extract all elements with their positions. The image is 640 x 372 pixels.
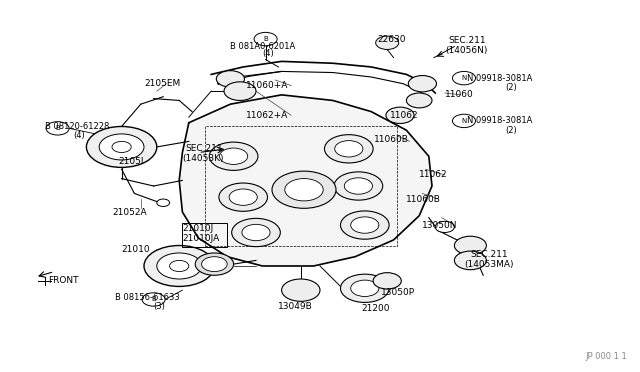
- Text: (2): (2): [506, 83, 517, 92]
- Text: B: B: [263, 36, 268, 42]
- Text: 2105I: 2105I: [118, 157, 144, 166]
- Text: 21010J: 21010J: [182, 224, 214, 233]
- Circle shape: [452, 71, 476, 85]
- Polygon shape: [179, 95, 432, 266]
- Circle shape: [224, 82, 256, 100]
- Circle shape: [142, 293, 165, 306]
- Text: 13050N: 13050N: [422, 221, 458, 230]
- Text: SEC.211: SEC.211: [186, 144, 223, 153]
- Circle shape: [46, 122, 69, 135]
- Circle shape: [229, 189, 257, 205]
- Text: B 081A0-6201A: B 081A0-6201A: [230, 42, 296, 51]
- Circle shape: [454, 251, 486, 270]
- Text: (14053K): (14053K): [182, 154, 224, 163]
- Text: FRONT: FRONT: [48, 276, 79, 285]
- Text: 22630: 22630: [378, 35, 406, 44]
- Circle shape: [220, 148, 248, 164]
- Text: (4): (4): [262, 49, 274, 58]
- Text: SEC.211: SEC.211: [448, 36, 486, 45]
- Text: 21200: 21200: [362, 304, 390, 313]
- Circle shape: [373, 273, 401, 289]
- Text: B: B: [151, 296, 156, 302]
- Circle shape: [282, 279, 320, 301]
- Circle shape: [340, 211, 389, 239]
- Text: N: N: [461, 118, 467, 124]
- Text: 11062+A: 11062+A: [246, 111, 289, 120]
- Text: 11060: 11060: [445, 90, 474, 99]
- Circle shape: [254, 32, 277, 46]
- Circle shape: [144, 246, 214, 286]
- Circle shape: [195, 253, 234, 275]
- Circle shape: [99, 134, 144, 160]
- Circle shape: [170, 260, 189, 272]
- Circle shape: [351, 280, 379, 296]
- Circle shape: [335, 141, 363, 157]
- Text: (2): (2): [506, 126, 517, 135]
- Text: 11060B: 11060B: [406, 195, 441, 203]
- Text: 2105EM: 2105EM: [144, 79, 180, 88]
- Circle shape: [334, 172, 383, 200]
- Text: N: N: [461, 75, 467, 81]
- Circle shape: [324, 135, 373, 163]
- Circle shape: [340, 274, 389, 302]
- Circle shape: [112, 141, 131, 153]
- Circle shape: [272, 171, 336, 208]
- Circle shape: [157, 199, 170, 206]
- Circle shape: [209, 142, 258, 170]
- Circle shape: [454, 236, 486, 255]
- Circle shape: [242, 224, 270, 241]
- Circle shape: [406, 93, 432, 108]
- Circle shape: [376, 36, 399, 49]
- Text: N 09918-3081A: N 09918-3081A: [467, 116, 532, 125]
- Circle shape: [344, 178, 372, 194]
- Circle shape: [157, 253, 202, 279]
- Circle shape: [202, 257, 227, 272]
- Text: (4): (4): [74, 131, 85, 140]
- Text: B 08120-61228: B 08120-61228: [45, 122, 109, 131]
- Text: 21052A: 21052A: [112, 208, 147, 217]
- Circle shape: [351, 217, 379, 233]
- Circle shape: [452, 114, 476, 128]
- Text: B: B: [55, 125, 60, 131]
- Circle shape: [232, 218, 280, 247]
- Text: 21010: 21010: [122, 245, 150, 254]
- Text: B 08156-61633: B 08156-61633: [115, 293, 180, 302]
- Text: 21010JA: 21010JA: [182, 234, 220, 243]
- Text: (14056N): (14056N): [445, 46, 487, 55]
- Circle shape: [408, 76, 436, 92]
- Circle shape: [86, 126, 157, 167]
- Circle shape: [435, 221, 454, 232]
- Text: 11062: 11062: [419, 170, 448, 179]
- Text: 11062: 11062: [390, 111, 419, 120]
- Text: 11060B: 11060B: [374, 135, 409, 144]
- Text: 13050P: 13050P: [381, 288, 415, 296]
- Text: JP 000 1 1: JP 000 1 1: [586, 352, 627, 361]
- Circle shape: [386, 107, 414, 124]
- Circle shape: [216, 71, 244, 87]
- Text: 11060+A: 11060+A: [246, 81, 289, 90]
- Text: (3): (3): [154, 302, 166, 311]
- Circle shape: [219, 183, 268, 211]
- Text: 13049B: 13049B: [278, 302, 313, 311]
- Text: N 09918-3081A: N 09918-3081A: [467, 74, 532, 83]
- Circle shape: [285, 179, 323, 201]
- Text: SEC.211: SEC.211: [470, 250, 508, 259]
- Text: (14053MA): (14053MA): [464, 260, 513, 269]
